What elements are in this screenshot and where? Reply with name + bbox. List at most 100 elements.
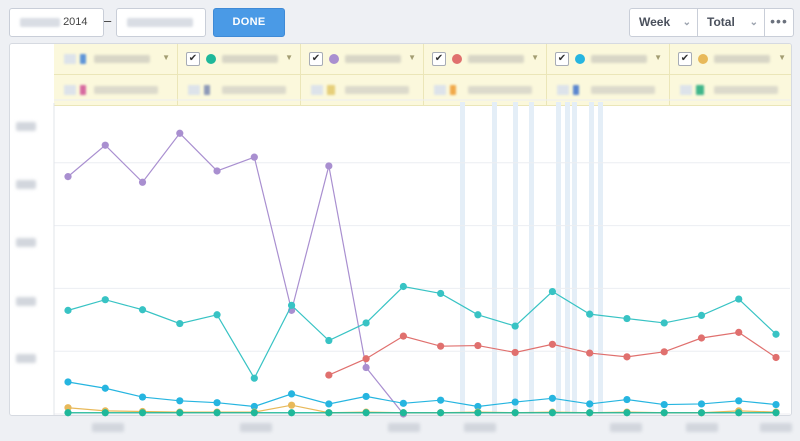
legend-filter-cell[interactable]	[669, 75, 791, 105]
interval-select[interactable]: Week ⌄	[629, 8, 698, 37]
data-point	[325, 371, 333, 379]
series-color-dot	[698, 54, 708, 64]
legend-item-series-4[interactable]: ✔ ▼	[546, 44, 669, 74]
x-tick-label-blurred	[610, 423, 642, 432]
legend-label-blurred	[591, 55, 647, 63]
annotation-band	[598, 102, 603, 414]
legend-filter-cell[interactable]	[177, 75, 300, 105]
filter-label-blurred	[94, 86, 158, 94]
data-point	[101, 384, 109, 392]
data-point	[623, 395, 631, 404]
data-point	[697, 409, 706, 417]
x-tick-label-blurred	[464, 423, 496, 432]
filter-label-blurred	[345, 86, 409, 94]
legend-filter-cell[interactable]	[423, 75, 546, 105]
legend-swatch	[64, 85, 76, 95]
annotation-band	[460, 102, 465, 414]
data-point	[64, 404, 72, 412]
filter-label-blurred	[714, 86, 778, 94]
y-tick-label-blurred	[16, 354, 36, 363]
data-point	[511, 322, 519, 330]
aggregate-select[interactable]: Total ⌄	[697, 8, 765, 37]
caret-down-icon[interactable]: ▼	[408, 53, 416, 62]
legend-filter-cell[interactable]	[300, 75, 423, 105]
start-date-blurred	[20, 17, 60, 27]
data-point	[138, 178, 147, 186]
data-point	[772, 400, 780, 409]
filter-label-blurred	[222, 86, 286, 94]
caret-down-icon[interactable]: ▼	[285, 53, 293, 62]
data-point	[287, 301, 296, 309]
data-point	[138, 306, 147, 314]
series-line-4	[67, 404, 777, 414]
legend-filter-cell[interactable]	[546, 75, 669, 105]
legend-item-series-1[interactable]: ✔ ▼	[177, 44, 300, 74]
legend-label-blurred	[222, 55, 278, 63]
data-point	[660, 409, 668, 417]
data-point	[735, 328, 743, 336]
toolbar: 2014 – DONE Week ⌄ Total ⌄ •••	[0, 0, 800, 44]
series-color-dot	[452, 54, 462, 64]
caret-down-icon[interactable]: ▼	[531, 53, 539, 62]
checkbox-icon[interactable]: ✔	[186, 52, 200, 66]
data-point	[623, 409, 631, 417]
data-point	[772, 330, 780, 338]
data-point	[437, 289, 445, 298]
data-point	[138, 409, 147, 417]
legend-item-blurred[interactable]: ▼	[54, 44, 177, 74]
data-point	[511, 409, 519, 417]
legend-row-filters	[54, 75, 791, 106]
date-range-separator: –	[104, 13, 112, 28]
legend-row-series: ▼ ✔ ▼ ✔ ▼ ✔ ▼ ✔ ▼ ✔	[54, 44, 791, 75]
data-point	[213, 409, 221, 417]
data-point	[474, 402, 482, 411]
done-button[interactable]: DONE	[213, 8, 285, 37]
data-point	[697, 400, 706, 408]
data-point	[660, 400, 668, 409]
data-point	[213, 399, 221, 407]
data-point	[362, 409, 370, 417]
checkbox-icon[interactable]: ✔	[555, 52, 569, 66]
data-point	[697, 334, 706, 342]
data-point	[548, 394, 557, 402]
data-point	[213, 167, 221, 175]
legend-swatch	[573, 85, 579, 95]
caret-down-icon[interactable]: ▼	[162, 53, 170, 62]
data-point	[250, 153, 258, 161]
legend-filter-cell[interactable]	[54, 75, 177, 105]
annotation-band	[556, 102, 561, 414]
data-point	[176, 397, 184, 405]
legend-swatch	[204, 85, 210, 95]
data-point	[660, 348, 668, 356]
end-date-input[interactable]	[116, 8, 206, 37]
start-date-year: 2014	[63, 16, 88, 28]
data-point	[101, 296, 109, 304]
caret-down-icon[interactable]: ▼	[654, 53, 662, 62]
data-point	[586, 400, 594, 408]
end-date-blurred	[127, 17, 193, 27]
annotation-band	[513, 102, 518, 414]
checkbox-icon[interactable]: ✔	[309, 52, 323, 66]
data-point	[399, 399, 407, 407]
more-options-button[interactable]: •••	[764, 8, 794, 37]
legend-item-series-5[interactable]: ✔ ▼	[669, 44, 791, 74]
legend-item-series-3[interactable]: ✔ ▼	[423, 44, 546, 74]
data-point	[399, 282, 407, 291]
filter-label-blurred	[591, 86, 655, 94]
data-point	[176, 409, 184, 417]
start-date-input[interactable]: 2014	[9, 8, 104, 37]
x-tick-label-blurred	[92, 423, 124, 432]
caret-down-icon[interactable]: ▼	[778, 53, 786, 62]
legend-swatch	[188, 85, 200, 95]
data-point	[586, 310, 594, 318]
legend-item-series-2[interactable]: ✔ ▼	[300, 44, 423, 74]
legend-swatch	[311, 85, 323, 95]
checkbox-icon[interactable]: ✔	[432, 52, 446, 66]
interval-value: Week	[639, 15, 671, 29]
annotation-band	[572, 102, 577, 414]
series-color-dot	[329, 54, 339, 64]
data-point	[64, 306, 72, 314]
checkbox-icon[interactable]: ✔	[678, 52, 692, 66]
chevron-down-icon: ⌄	[749, 17, 758, 28]
